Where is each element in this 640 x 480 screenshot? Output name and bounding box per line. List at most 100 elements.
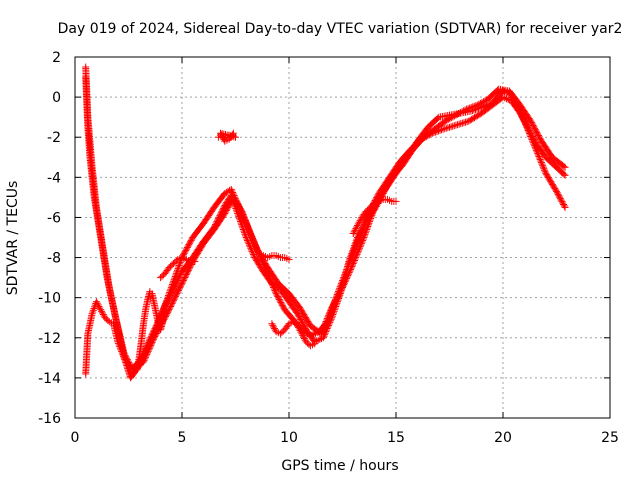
track-3-point	[89, 308, 97, 316]
track-3-point	[117, 346, 125, 354]
track-3-point	[247, 244, 255, 252]
track-3-point	[219, 204, 227, 212]
track-2-point	[176, 284, 184, 292]
track-3-point	[382, 184, 390, 192]
track-1-point	[535, 152, 543, 160]
track-3-point	[235, 213, 243, 221]
track-2-point	[462, 118, 470, 126]
track-3-point	[295, 313, 303, 321]
track-1-point	[553, 187, 560, 195]
track-2-point	[274, 293, 282, 301]
track-3-point	[316, 335, 324, 343]
track-3-point	[151, 325, 159, 333]
y-tick-label: 0	[52, 90, 61, 106]
track-3-point	[385, 179, 393, 187]
track-3-point	[460, 107, 468, 115]
cluster-a-point	[217, 131, 225, 139]
track-3-point	[88, 310, 96, 318]
track-3-point	[443, 116, 451, 124]
track-3-point	[170, 284, 178, 292]
track-3-point	[239, 224, 247, 232]
track-3-point	[219, 206, 227, 214]
y-tick-label: -4	[47, 170, 61, 186]
track-3-point	[357, 228, 365, 236]
track-3-point	[359, 223, 367, 231]
cluster-c-point	[296, 327, 304, 335]
track-2-point	[174, 287, 182, 295]
track-2-point	[166, 304, 174, 312]
y-tick-label: -16	[38, 411, 61, 427]
track-2-point	[466, 116, 474, 124]
track-1-point	[555, 192, 563, 200]
track-3-point	[176, 272, 184, 280]
track-3-point	[453, 110, 461, 118]
track-3-point	[230, 198, 238, 206]
track-1-point	[554, 190, 562, 198]
track-3-point	[123, 360, 131, 368]
track-3-point	[561, 163, 569, 171]
track-2-point	[168, 300, 176, 308]
track-2-point	[242, 218, 250, 226]
track-2-point	[473, 112, 481, 120]
track-3-point	[371, 205, 379, 213]
track-3-point	[249, 249, 257, 257]
track-3-point	[152, 323, 160, 331]
track-2-point	[277, 298, 285, 306]
track-3-point	[478, 99, 486, 107]
track-3-point	[245, 240, 253, 248]
track-3-point	[143, 341, 151, 349]
track-3-point	[384, 181, 392, 189]
track-2-point	[246, 228, 254, 236]
track-3-point	[162, 300, 170, 308]
track-3-point	[220, 203, 228, 211]
track-1-point	[557, 196, 565, 204]
track-2-point	[175, 285, 183, 293]
track-3-point	[213, 218, 221, 226]
track-1-point	[559, 199, 567, 207]
track-1-point	[536, 154, 544, 162]
track-1-point	[183, 244, 191, 252]
track-1-point	[361, 230, 369, 238]
track-3-point	[177, 271, 185, 279]
track-2-point	[254, 246, 262, 254]
track-3-point	[123, 358, 131, 366]
track-3-point	[334, 298, 342, 306]
data-points	[82, 63, 569, 382]
track-3-point	[116, 343, 124, 351]
track-2-point	[279, 303, 287, 311]
track-2-point	[247, 231, 255, 239]
track-3-point	[96, 304, 104, 312]
cluster-d-point	[352, 225, 360, 233]
track-3-point	[169, 286, 177, 294]
track-3-point	[231, 201, 239, 209]
track-2-point	[463, 118, 471, 126]
track-3-point	[249, 250, 257, 258]
track-3-point	[527, 117, 535, 125]
track-3-point	[89, 306, 97, 314]
track-1-point	[359, 237, 367, 245]
x-axis-label: GPS time / hours	[281, 458, 398, 474]
track-2-point	[526, 128, 534, 136]
track-3-point	[335, 294, 343, 302]
track-3-point	[357, 226, 365, 234]
track-3-point	[115, 341, 123, 349]
track-3-point	[360, 222, 368, 230]
track-1-point	[558, 198, 566, 206]
track-1-point	[180, 251, 188, 259]
track-3-point	[116, 344, 124, 352]
x-tick-label: 15	[387, 430, 405, 446]
track-2-point	[253, 245, 261, 253]
track-3-point	[124, 361, 132, 369]
cluster-c-point	[297, 328, 305, 336]
track-3-point	[352, 237, 360, 245]
track-2-point	[248, 233, 256, 241]
track-3-point	[330, 309, 338, 317]
track-3-point	[348, 248, 356, 256]
x-tick-label: 20	[494, 430, 512, 446]
cluster-c-point	[269, 321, 277, 329]
axis-ticks: 0 5 10 15 20 25 -16 -14 -12 -10 -8 -6 -4 -2 0 2	[38, 50, 619, 446]
track-2-point	[460, 119, 468, 127]
track-2-point	[172, 292, 180, 300]
track-3-point	[250, 252, 258, 260]
track-3-point	[171, 283, 179, 291]
